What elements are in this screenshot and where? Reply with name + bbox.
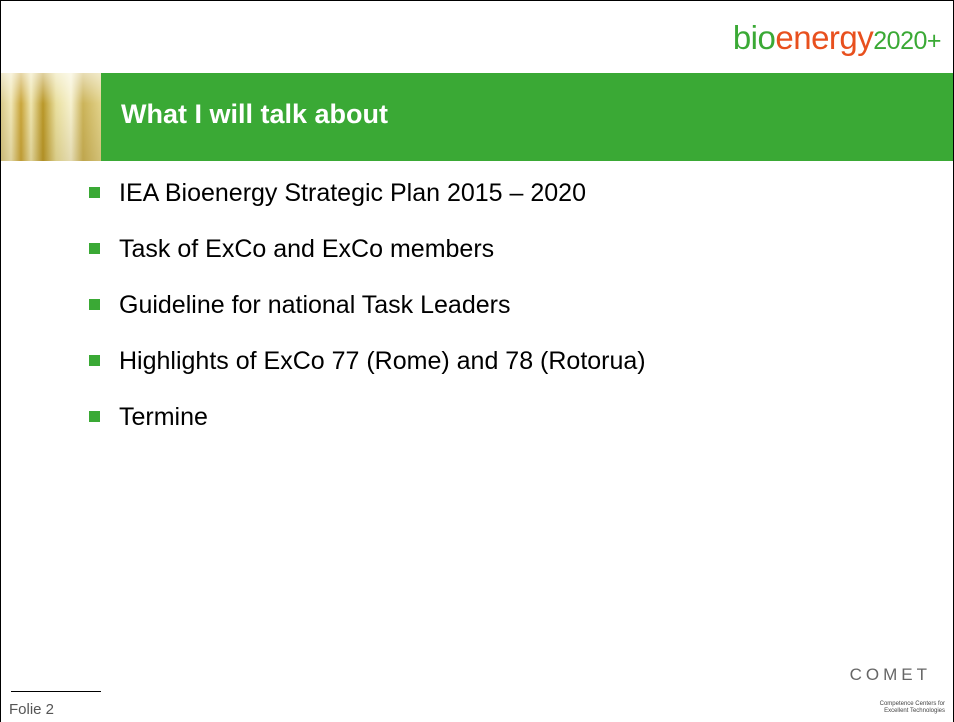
logo-part: 2020+ (873, 27, 941, 55)
tagline-line: Competence Centers for (879, 701, 945, 707)
slide-title: What I will talk about (121, 99, 389, 129)
tagline-line: Excellent Technologies (884, 708, 945, 714)
comet-tagline: Competence Centers for Excellent Technolo… (880, 701, 945, 715)
title-banner (1, 73, 953, 161)
banner-photo (1, 73, 101, 161)
bullet-item: Termine (89, 397, 646, 453)
bullet-item: IEA Bioenergy Strategic Plan 2015 – 2020 (89, 173, 646, 229)
logo-part: bio (732, 19, 776, 56)
logo-part: energy (775, 19, 874, 56)
bullet-item: Highlights of ExCo 77 (Rome) and 78 (Rot… (89, 341, 646, 397)
bullet-item: Task of ExCo and ExCo members (89, 229, 646, 285)
logo: bioenergy2020+ (732, 19, 942, 57)
comet-logo: COMET (849, 665, 931, 684)
bullet-list: IEA Bioenergy Strategic Plan 2015 – 2020… (89, 173, 646, 453)
slide-number: Folie 2 (9, 701, 55, 718)
footer-line (11, 691, 101, 692)
bullet-item: Guideline for national Task Leaders (89, 285, 646, 341)
